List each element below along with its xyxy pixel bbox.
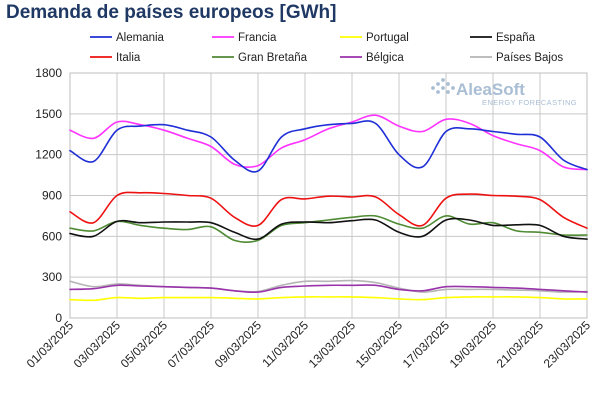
y-tick-label: 0 <box>55 311 62 325</box>
x-tick-label: 01/03/2025 <box>24 318 77 371</box>
x-tick-label: 11/03/2025 <box>259 318 311 370</box>
y-tick-label: 1500 <box>35 107 62 121</box>
legend-label-italia: Italia <box>116 52 141 64</box>
x-tick-label: 05/03/2025 <box>118 318 171 371</box>
x-tick-label: 23/03/2025 <box>541 318 594 371</box>
y-tick-label: 600 <box>42 229 62 243</box>
y-tick-label: 300 <box>42 270 62 284</box>
logo-dot <box>436 90 440 94</box>
x-tick-label: 17/03/2025 <box>400 318 453 371</box>
legend-label-paises-bajos: Países Bajos <box>496 52 563 64</box>
x-tick-label: 03/03/2025 <box>71 318 124 371</box>
x-tick-label: 09/03/2025 <box>212 318 265 371</box>
series-line-gran-bretana <box>69 214 588 243</box>
y-tick-label: 1800 <box>35 66 62 80</box>
legend-label-espana: España <box>496 32 536 44</box>
logo-dot <box>446 90 450 94</box>
series-line-francia <box>69 114 588 171</box>
x-tick-label: 13/03/2025 <box>306 318 359 371</box>
logo-name: AleaSoft <box>456 80 525 99</box>
logo-dot <box>436 82 440 86</box>
x-tick-label: 07/03/2025 <box>165 318 218 371</box>
x-tick-label: 19/03/2025 <box>447 318 500 371</box>
chart-title: Demanda de países europeos [GWh] <box>6 2 337 23</box>
logo-tagline: ENERGY FORECASTING <box>482 98 577 107</box>
logo-dot <box>441 86 445 90</box>
logo-dot <box>431 86 435 90</box>
series-line-portugal <box>69 296 588 302</box>
y-tick-label: 1200 <box>35 148 62 162</box>
series-line-belgica <box>69 284 588 294</box>
x-tick-label: 21/03/2025 <box>494 318 547 371</box>
logo-dot <box>441 78 445 82</box>
logo-dot <box>451 86 455 90</box>
plot-frame <box>69 72 588 319</box>
y-tick-label: 900 <box>42 189 62 203</box>
series-line-alemania <box>69 120 588 173</box>
aleasoft-logo <box>431 78 455 94</box>
legend-label-francia: Francia <box>238 32 277 44</box>
series-line-espana <box>69 217 588 241</box>
legend-label-belgica: Bélgica <box>366 52 404 64</box>
logo-dot <box>446 82 450 86</box>
legend-label-portugal: Portugal <box>366 32 409 44</box>
legend-label-gran-bretana: Gran Bretaña <box>238 52 308 64</box>
x-tick-label: 15/03/2025 <box>353 318 406 371</box>
legend-label-alemania: Alemania <box>116 32 165 44</box>
series-line-italia <box>69 191 588 229</box>
